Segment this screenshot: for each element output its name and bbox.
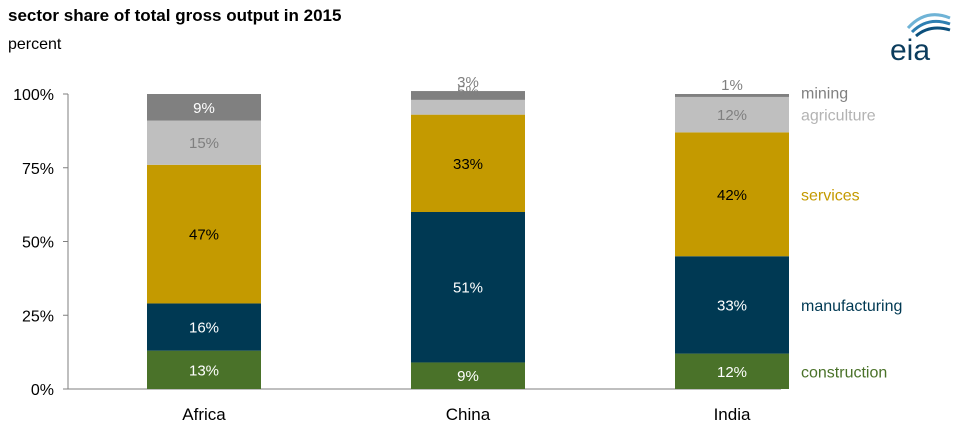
- eia-logo: eia: [890, 13, 951, 64]
- data-label: 33%: [717, 297, 747, 314]
- bar-agriculture: [411, 99, 525, 115]
- legend-item-construction: construction: [801, 364, 887, 381]
- legend-item-agriculture: agriculture: [801, 108, 876, 125]
- chart-title: sector share of total gross output in 20…: [8, 6, 342, 25]
- bar-mining: [411, 91, 525, 100]
- data-label: 13%: [189, 362, 219, 379]
- data-label: 42%: [717, 187, 747, 204]
- x-tick-label: Africa: [182, 405, 226, 424]
- x-tick-label: India: [714, 405, 751, 424]
- legend-item-manufacturing: manufacturing: [801, 298, 902, 315]
- data-label: 12%: [717, 364, 747, 381]
- data-label: 33%: [453, 156, 483, 173]
- bar-agriculture: [147, 120, 261, 165]
- bar-construction: [411, 362, 525, 389]
- bar-construction: [675, 353, 789, 389]
- legend-item-mining: mining: [801, 86, 848, 103]
- y-tick-label: 0%: [31, 382, 54, 399]
- data-label: 1%: [721, 77, 743, 94]
- bar-mining: [675, 94, 789, 97]
- y-tick-label: 100%: [13, 87, 54, 104]
- data-label: 51%: [453, 280, 483, 297]
- data-label: 5%: [457, 83, 479, 100]
- legend-item-services: services: [801, 187, 860, 204]
- eia-logo-text: eia: [890, 34, 930, 64]
- bar-mining: [147, 94, 261, 121]
- data-label: 16%: [189, 320, 219, 337]
- bar-manufacturing: [147, 303, 261, 351]
- data-label: 47%: [189, 227, 219, 244]
- chart-subtitle: percent: [8, 36, 62, 53]
- data-label: 3%: [457, 74, 479, 91]
- bar-services: [675, 132, 789, 257]
- x-tick-label: China: [446, 405, 491, 424]
- bar-manufacturing: [411, 212, 525, 363]
- y-tick-label: 75%: [22, 161, 54, 178]
- data-label: 15%: [189, 135, 219, 152]
- bar-services: [411, 114, 525, 212]
- bar-manufacturing: [675, 256, 789, 354]
- bar-services: [147, 164, 261, 304]
- y-tick-label: 25%: [22, 308, 54, 325]
- data-label: 9%: [457, 368, 479, 385]
- bar-construction: [147, 350, 261, 389]
- y-tick-label: 50%: [22, 235, 54, 252]
- data-label: 9%: [193, 100, 215, 117]
- data-label: 12%: [717, 107, 747, 124]
- bar-agriculture: [675, 96, 789, 133]
